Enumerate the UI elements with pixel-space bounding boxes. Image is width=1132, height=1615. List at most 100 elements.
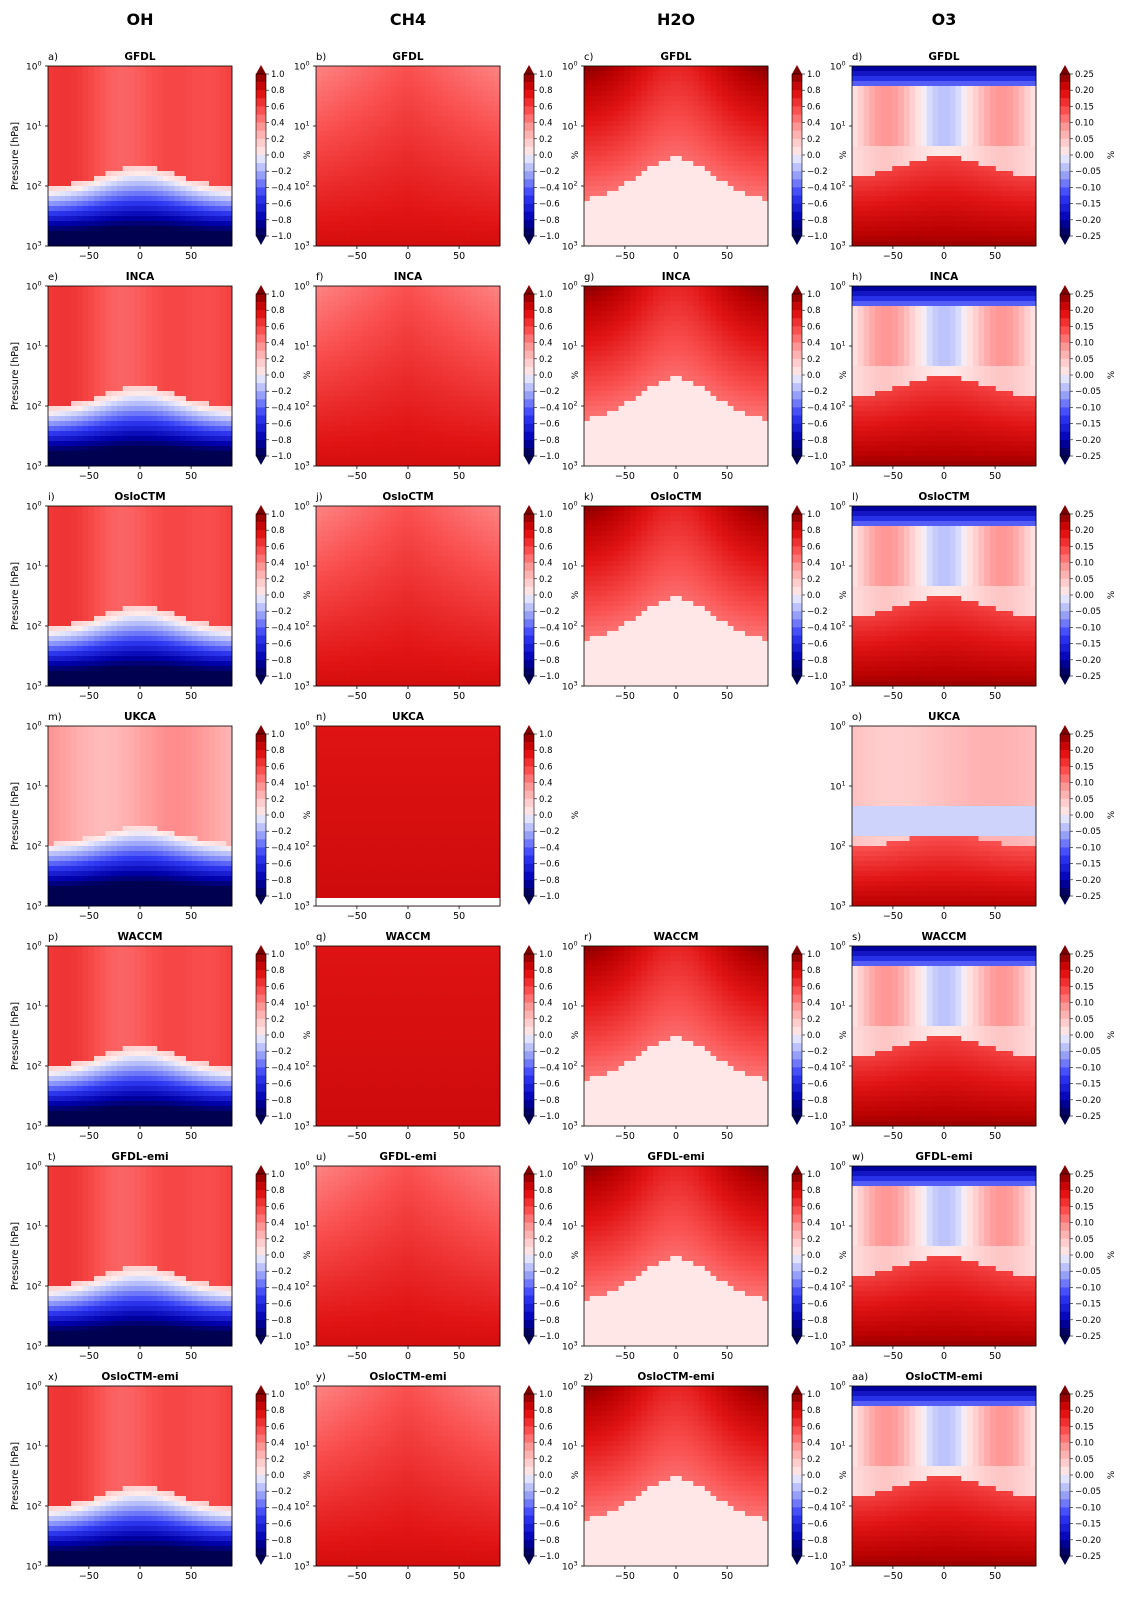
heatmap-cell xyxy=(750,216,757,222)
heatmap-cell xyxy=(431,101,438,107)
heatmap-cell xyxy=(618,196,625,202)
heatmap-cell xyxy=(482,176,489,182)
heatmap-cell xyxy=(105,71,112,77)
heatmap-cell xyxy=(220,161,227,167)
heatmap-cell xyxy=(396,151,403,157)
heatmap-cell xyxy=(71,226,78,232)
heatmap-cell xyxy=(482,86,489,92)
heatmap-cell xyxy=(704,131,711,137)
heatmap-cell xyxy=(379,136,386,142)
heatmap-cell xyxy=(436,131,443,137)
heatmap-cell xyxy=(589,111,596,117)
heatmap-cell xyxy=(122,121,129,127)
heatmap-cell xyxy=(471,141,478,147)
heatmap-cell xyxy=(978,81,985,87)
heatmap-cell xyxy=(362,151,369,157)
heatmap-cell xyxy=(915,121,922,127)
heatmap-cell xyxy=(863,121,870,127)
heatmap-cell xyxy=(356,126,363,132)
colorbar-extend-bottom xyxy=(792,236,802,245)
heatmap-cell xyxy=(94,201,101,207)
heatmap-cell xyxy=(635,81,642,87)
heatmap-cell xyxy=(693,181,700,187)
colorbar-segment xyxy=(1060,146,1070,156)
heatmap-cell xyxy=(174,291,181,297)
heatmap-cell xyxy=(745,236,752,242)
heatmap-cell xyxy=(699,66,706,72)
heatmap-cell xyxy=(653,191,660,197)
heatmap-cell xyxy=(595,206,602,212)
heatmap-cell xyxy=(938,181,945,187)
heatmap-cell xyxy=(932,231,939,237)
heatmap-cell xyxy=(390,91,397,97)
heatmap-cell xyxy=(482,156,489,162)
heatmap-cell xyxy=(589,201,596,207)
heatmap-cell xyxy=(658,191,665,197)
heatmap-cell xyxy=(1007,236,1014,242)
heatmap-cell xyxy=(972,226,979,232)
heatmap-cell xyxy=(339,86,346,92)
heatmap-cell xyxy=(903,146,910,152)
heatmap-cell xyxy=(584,196,591,202)
heatmap-cell xyxy=(321,116,328,122)
heatmap-cell xyxy=(168,96,175,102)
heatmap-cell xyxy=(909,231,916,237)
heatmap-cell xyxy=(630,151,637,157)
heatmap-cell xyxy=(71,216,78,222)
heatmap-cell xyxy=(967,106,974,112)
heatmap-cell xyxy=(71,151,78,157)
heatmap-cell xyxy=(932,181,939,187)
heatmap-cell xyxy=(584,221,591,227)
heatmap-cell xyxy=(995,186,1002,192)
heatmap-cell xyxy=(53,176,60,182)
heatmap-cell xyxy=(362,66,369,72)
colorbar-tick-label: 0.8 xyxy=(271,86,285,96)
heatmap-cell xyxy=(967,156,974,162)
heatmap-cell xyxy=(220,131,227,137)
heatmap-cell xyxy=(641,96,648,102)
heatmap-cell xyxy=(681,106,688,112)
heatmap-cell xyxy=(664,146,671,152)
heatmap-cell xyxy=(892,181,899,187)
heatmap-cell xyxy=(595,66,602,72)
heatmap-cell xyxy=(59,111,66,117)
heatmap-cell xyxy=(48,151,55,157)
colorbar-extend-bottom xyxy=(256,236,266,245)
heatmap-cell xyxy=(972,221,979,227)
heatmap-cell xyxy=(220,81,227,87)
heatmap-cell xyxy=(641,146,648,152)
heatmap-cell xyxy=(88,121,95,127)
heatmap-cell xyxy=(704,196,711,202)
heatmap-cell xyxy=(448,241,455,247)
heatmap-cell xyxy=(903,116,910,122)
heatmap-cell xyxy=(157,211,164,217)
heatmap-cell xyxy=(344,126,351,132)
heatmap-cell xyxy=(687,81,694,87)
heatmap-cell xyxy=(356,231,363,237)
heatmap-cell xyxy=(88,151,95,157)
heatmap-cell xyxy=(932,66,939,72)
heatmap-cell xyxy=(494,196,501,202)
heatmap-cell xyxy=(756,76,763,82)
heatmap-cell xyxy=(978,226,985,232)
colorbar-label: % xyxy=(1107,150,1117,159)
heatmap-cell xyxy=(704,141,711,147)
heatmap-cell xyxy=(482,196,489,202)
heatmap-cell xyxy=(961,101,968,107)
heatmap-cell xyxy=(676,131,683,137)
heatmap-cell xyxy=(972,141,979,147)
heatmap-cell xyxy=(59,66,66,72)
heatmap-cell xyxy=(955,76,962,82)
heatmap-cell xyxy=(459,216,466,222)
heatmap-cell xyxy=(880,116,887,122)
heatmap-cell xyxy=(65,286,72,292)
heatmap-cell xyxy=(944,206,951,212)
heatmap-cell xyxy=(174,241,181,247)
heatmap-cell xyxy=(220,116,227,122)
panel-title: GFDL xyxy=(660,51,692,63)
heatmap-cell xyxy=(226,111,233,117)
heatmap-cell xyxy=(465,81,472,87)
heatmap-cell xyxy=(739,186,746,192)
heatmap-cell xyxy=(459,111,466,117)
